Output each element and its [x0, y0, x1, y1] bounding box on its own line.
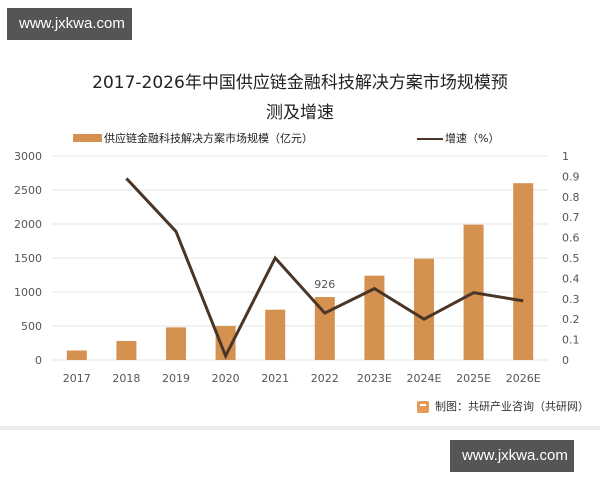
left-axis-tick: 1000	[14, 286, 42, 299]
legend-bar-label: 供应链金融科技解决方案市场规模（亿元）	[104, 132, 313, 145]
watermark-bottom: www.jxkwa.com	[450, 440, 574, 472]
growth-line	[125, 177, 524, 360]
legend-line-label: 增速（%）	[445, 132, 500, 145]
bar-swatch-icon	[73, 134, 102, 142]
right-axis-tick: 0	[562, 354, 569, 367]
bar	[66, 350, 87, 360]
right-axis-tick: 0.6	[562, 232, 580, 245]
right-axis-tick: 0.9	[562, 170, 580, 183]
right-axis-tick: 0.5	[562, 252, 580, 265]
x-axis-tick: 2018	[112, 372, 140, 385]
bar	[166, 327, 186, 360]
bar	[265, 309, 286, 360]
x-axis-tick: 2017	[63, 372, 91, 385]
bar	[215, 326, 236, 360]
left-axis-tick: 2500	[14, 184, 42, 197]
bar	[116, 340, 137, 360]
right-axis-tick: 0.8	[562, 191, 580, 204]
x-axis-tick: 2026E	[506, 372, 541, 385]
source-text: 制图：共研产业咨询（共研网）	[435, 400, 589, 413]
combo-chart: 0 500 1000 1500 2000 2500 3000 0 0.1 0.2 0.3 0.4 0.5…	[14, 150, 580, 385]
x-axis-tick: 2022	[311, 372, 339, 385]
left-axis-tick: 2000	[14, 218, 42, 231]
right-axis-tick: 0.1	[562, 334, 580, 347]
divider	[0, 426, 600, 430]
bar	[513, 183, 534, 360]
x-axis-tick: 2019	[162, 372, 190, 385]
bar	[414, 258, 434, 360]
x-axis-tick: 2021	[261, 372, 289, 385]
chart-legend: 供应链金融科技解决方案市场规模（亿元） 增速（%）	[0, 128, 600, 148]
bar	[314, 297, 335, 360]
x-axis-tick: 2023E	[357, 372, 392, 385]
line-swatch-icon	[417, 138, 443, 140]
watermark-top: www.jxkwa.com	[7, 8, 132, 40]
x-axis-tick: 2020	[212, 372, 240, 385]
left-axis-tick: 1500	[14, 252, 42, 265]
x-axis-tick: 2025E	[456, 372, 491, 385]
right-axis-tick: 0.2	[562, 313, 580, 326]
chart-title-line1: 2017-2026年中国供应链金融科技解决方案市场规模预	[92, 73, 508, 93]
source-logo-icon	[417, 401, 429, 413]
right-axis-tick: 0.3	[562, 293, 580, 306]
left-axis-tick: 0	[35, 354, 42, 367]
x-axis-tick: 2024E	[407, 372, 442, 385]
left-axis-tick: 500	[21, 320, 42, 333]
right-axis-tick: 1	[562, 150, 569, 163]
source-credit: 制图：共研产业咨询（共研网）	[417, 398, 589, 414]
right-axis-tick: 0.4	[562, 272, 580, 285]
right-axis-tick: 0.7	[562, 211, 580, 224]
data-label: 926	[314, 278, 335, 291]
bar	[364, 275, 385, 360]
chart-title-line2: 测及增速	[266, 103, 334, 123]
left-axis-tick: 3000	[14, 150, 42, 163]
